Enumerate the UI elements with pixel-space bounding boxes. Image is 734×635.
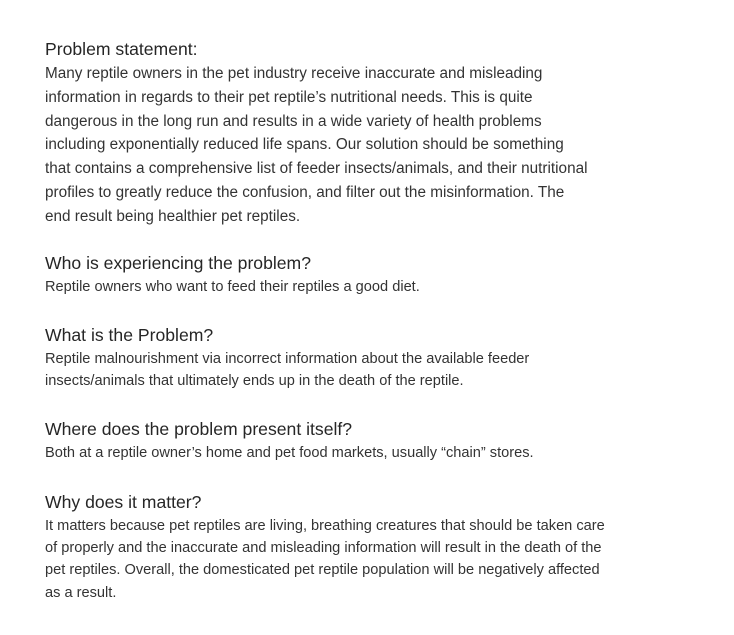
body-line: profiles to greatly reduce the confusion… — [45, 183, 565, 201]
body-line: Many reptile owners in the pet industry … — [45, 65, 543, 82]
where-section: Where does the problem present itself? B… — [45, 418, 694, 464]
body-line: of properly and the inaccurate and misle… — [45, 540, 602, 557]
where-body: Both at a reptile owner’s home and pet f… — [45, 442, 694, 464]
body-line: dangerous in the long run and results in… — [45, 112, 542, 130]
why-section: Why does it matter? It matters because p… — [45, 491, 694, 604]
who-section: Who is experiencing the problem? Reptile… — [45, 252, 694, 298]
body-line: information in regards to their pet rept… — [45, 88, 533, 106]
body-line: Both at a reptile owner’s home and pet f… — [45, 445, 534, 462]
body-line: that contains a comprehensive list of fe… — [45, 160, 588, 178]
body-line: including exponentially reduced life spa… — [45, 136, 564, 154]
problem-statement-heading: Problem statement: — [45, 39, 198, 59]
body-line: insects/animals that ultimately ends up … — [45, 373, 464, 390]
body-line: Reptile malnourishment via incorrect inf… — [45, 350, 530, 367]
body-line: pet reptiles. Overall, the domesticated … — [45, 562, 600, 579]
body-line: Reptile owners who want to feed their re… — [45, 278, 420, 295]
body-line: as a result. — [45, 584, 117, 601]
document: Problem statement: Many reptile owners i… — [45, 38, 694, 604]
what-section: What is the Problem? Reptile malnourishm… — [45, 324, 694, 393]
what-body: Reptile malnourishment via incorrect inf… — [45, 348, 694, 393]
who-heading: Who is experiencing the problem? — [45, 252, 312, 273]
problem-statement-body: Many reptile owners in the pet industry … — [45, 62, 694, 229]
who-body: Reptile owners who want to feed their re… — [45, 276, 694, 298]
body-line: end result being healthier pet reptiles. — [45, 207, 301, 225]
problem-statement-section: Problem statement: Many reptile owners i… — [45, 38, 694, 229]
why-heading: Why does it matter? — [45, 491, 202, 512]
what-heading: What is the Problem? — [45, 324, 214, 345]
why-body: It matters because pet reptiles are livi… — [45, 515, 694, 604]
where-heading: Where does the problem present itself? — [45, 419, 353, 440]
body-line: It matters because pet reptiles are livi… — [45, 517, 605, 534]
